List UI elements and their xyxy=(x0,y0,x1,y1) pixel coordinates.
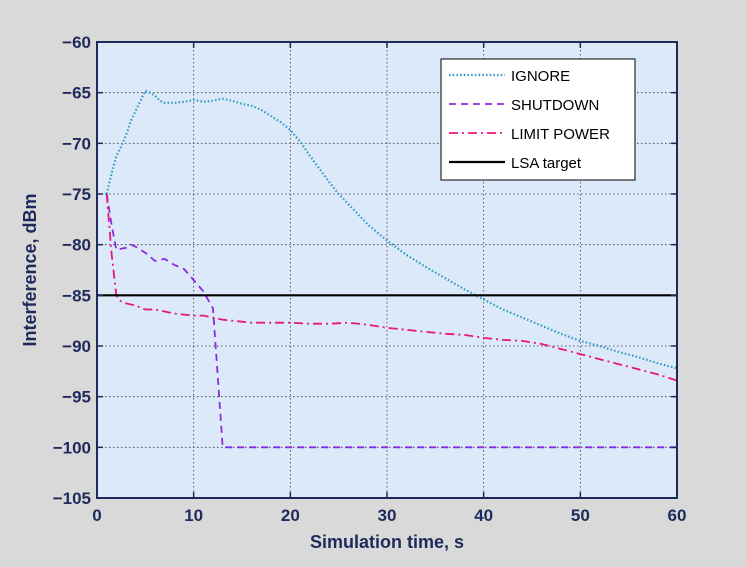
x-tick-label: 50 xyxy=(571,506,590,525)
x-tick-label: 10 xyxy=(184,506,203,525)
legend: IGNORE SHUTDOWN LIMIT POWER LSA target xyxy=(440,58,636,181)
legend-label: LSA target xyxy=(511,155,582,172)
legend-label: SHUTDOWN xyxy=(511,97,599,114)
y-tick-label: −85 xyxy=(62,286,91,305)
legend-box xyxy=(440,58,636,181)
y-tick-label: −95 xyxy=(62,388,91,407)
y-tick-label: −70 xyxy=(62,134,91,153)
axis-ticks: 0 10 20 30 40 50 60 −60 −65 −70 −75 −80 −85 −90 −95 −10… xyxy=(53,33,687,525)
series-line-1 xyxy=(105,193,677,449)
x-tick-label: 30 xyxy=(378,506,397,525)
y-tick-label: −90 xyxy=(62,337,91,356)
series-line-2 xyxy=(105,193,678,382)
legend-label: LIMIT POWER xyxy=(511,126,610,143)
legend-label: IGNORE xyxy=(511,68,570,85)
y-tick-label: −105 xyxy=(53,489,91,508)
y-tick-label: −80 xyxy=(62,236,91,255)
x-axis-label: Simulation time, s xyxy=(310,532,464,552)
x-tick-label: 40 xyxy=(474,506,493,525)
x-tick-label: 20 xyxy=(281,506,300,525)
y-tick-label: −60 xyxy=(62,33,91,52)
y-axis-label: Interference, dBm xyxy=(20,193,40,346)
x-tick-label: 60 xyxy=(668,506,687,525)
x-tick-label: 0 xyxy=(92,506,101,525)
y-tick-label: −100 xyxy=(53,438,91,457)
y-tick-label: −75 xyxy=(62,185,91,204)
y-tick-label: −65 xyxy=(62,84,91,103)
series-lines xyxy=(97,89,678,449)
